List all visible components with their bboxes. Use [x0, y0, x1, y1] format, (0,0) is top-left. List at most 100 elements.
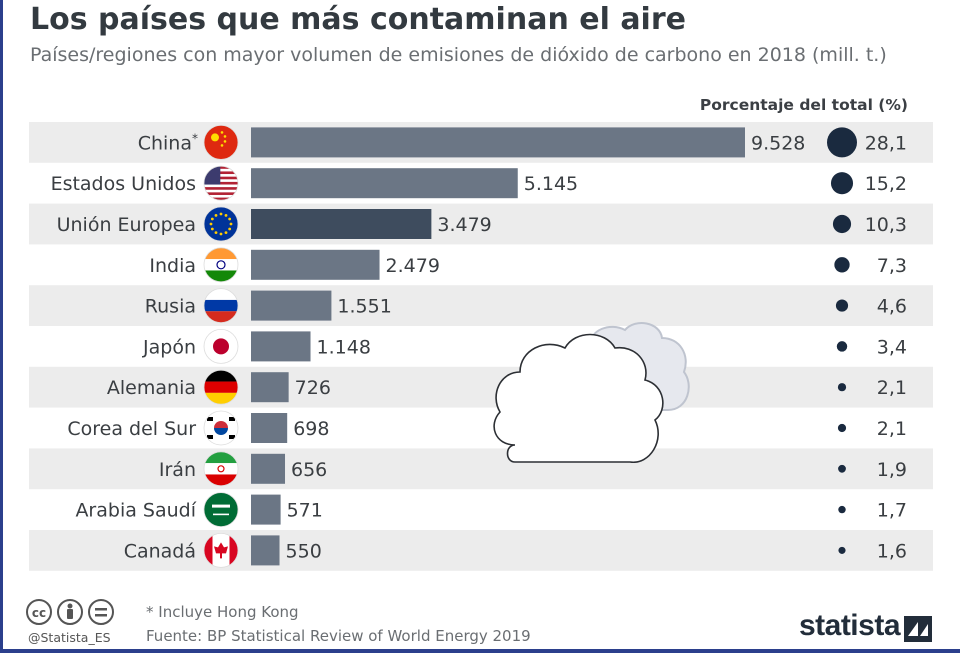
- row-bands: [29, 122, 933, 571]
- attribution-icon: [57, 599, 83, 625]
- share-dot: [838, 505, 846, 514]
- share-dot: [832, 214, 852, 234]
- canada-flag-icon: [203, 533, 239, 568]
- bar: [251, 494, 281, 525]
- row-band: [29, 285, 933, 326]
- russia-flag-icon: [203, 288, 239, 324]
- value-label: 698: [293, 418, 329, 440]
- row-band: [29, 366, 933, 408]
- category-label: Rusia: [145, 296, 196, 318]
- share-label: 2,1: [877, 377, 907, 399]
- category-label: Irán: [159, 459, 196, 481]
- value-label: 3.479: [437, 214, 491, 236]
- row-band: [29, 530, 933, 571]
- share-dot: [837, 423, 847, 433]
- bar: [251, 453, 286, 484]
- table-row: Corea del Sur 698 2,1: [67, 410, 907, 446]
- table-row: Alemania 726 2,1: [107, 369, 907, 405]
- value-label: 1.148: [317, 336, 371, 358]
- share-dot: [837, 383, 847, 392]
- chart-subtitle: Países/regiones con mayor volumen de emi…: [30, 44, 887, 66]
- category-label: Canadá: [124, 540, 196, 562]
- bar: [251, 372, 289, 403]
- share-label: 7,3: [877, 255, 907, 277]
- frame-left-border: [0, 0, 3, 653]
- no-derivatives-icon: [88, 599, 114, 625]
- category-label: Corea del Sur: [67, 418, 196, 440]
- value-label: 1.551: [337, 296, 391, 318]
- bar: [251, 127, 745, 158]
- svg-text:cc: cc: [32, 606, 46, 620]
- category-label: China*: [138, 131, 198, 154]
- source-note: Fuente: BP Statistical Review of World E…: [146, 627, 531, 645]
- statista-logo: statista: [798, 609, 901, 642]
- share-label: 1,7: [877, 500, 907, 522]
- percentage-column-header: Porcentaje del total (%): [699, 96, 908, 114]
- germany-flag-icon: [203, 369, 239, 405]
- bar: [251, 535, 280, 566]
- table-row: Unión Europea 3.479 10,3: [57, 206, 907, 242]
- table-row: Canadá 550 1,6: [124, 533, 907, 568]
- statista-logo-mark-icon: [904, 616, 932, 642]
- usa-flag-icon: [203, 165, 239, 201]
- share-dot: [838, 546, 846, 554]
- table-row: China* 9.528 28,1: [138, 124, 907, 160]
- share-dot: [836, 341, 848, 352]
- category-label: Estados Unidos: [51, 173, 196, 195]
- cloud-icon: [493, 322, 690, 463]
- table-row: Irán 656 1,9: [159, 451, 907, 487]
- value-label: 9.528: [751, 132, 805, 154]
- value-label: 5.145: [524, 173, 578, 195]
- creative-commons-icons: cc: [26, 599, 114, 625]
- share-label: 28,1: [865, 132, 907, 154]
- frame-bottom-border: [0, 649, 960, 653]
- value-label: 726: [295, 377, 331, 399]
- category-label: India: [149, 255, 196, 277]
- china-flag-icon: [203, 124, 239, 160]
- table-row: Japón 1.148 3,4: [142, 328, 907, 364]
- bar: [251, 331, 311, 362]
- share-label: 4,6: [877, 296, 907, 318]
- share-label: 2,1: [877, 418, 907, 440]
- value-label: 2.479: [386, 255, 440, 277]
- iran-flag-icon: [203, 451, 239, 487]
- table-row: Arabia Saudí 571 1,7: [75, 492, 907, 528]
- category-label: Japón: [142, 336, 196, 358]
- share-label: 10,3: [865, 214, 907, 236]
- row-band: [29, 448, 933, 490]
- cc-icon: cc: [26, 599, 52, 625]
- share-label: 3,4: [877, 336, 907, 358]
- share-dot: [827, 127, 857, 158]
- chart-title: Los países que más contaminan el aire: [30, 2, 686, 37]
- table-row: Estados Unidos 5.145 15,2: [51, 165, 907, 201]
- share-label: 15,2: [865, 173, 907, 195]
- table-row: India 2.479 7,3: [149, 247, 907, 283]
- share-label: 1,9: [877, 459, 907, 481]
- bar: [251, 249, 380, 280]
- share-dot: [835, 299, 849, 312]
- category-label: Alemania: [107, 377, 196, 399]
- table-row: Rusia 1.551 4,6: [145, 288, 907, 324]
- value-label: 550: [286, 540, 322, 562]
- category-label: Arabia Saudí: [75, 500, 196, 522]
- value-label: 571: [287, 500, 323, 522]
- share-dot: [834, 257, 850, 273]
- bar: [251, 413, 288, 443]
- twitter-handle: @Statista_ES: [28, 630, 111, 645]
- south-korea-flag-icon: [203, 410, 239, 446]
- saudi-arabia-flag-icon: [203, 492, 239, 528]
- share-dot: [830, 172, 854, 195]
- value-label: 656: [291, 459, 327, 481]
- footnote: * Incluye Hong Kong: [146, 603, 299, 621]
- bar: [251, 168, 518, 199]
- bar: [251, 290, 332, 321]
- bar: [251, 209, 432, 239]
- japan-flag-icon: [203, 328, 239, 364]
- share-dot: [838, 464, 846, 473]
- share-label: 1,6: [877, 540, 907, 562]
- eu-flag-icon: [203, 206, 239, 242]
- row-band: [29, 203, 933, 245]
- india-flag-icon: [203, 247, 239, 283]
- category-label: Unión Europea: [57, 214, 196, 236]
